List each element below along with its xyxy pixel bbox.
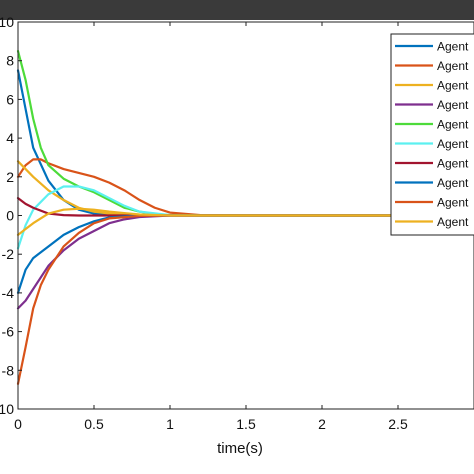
legend-items: Agent Agent Agent Agent Agent Agent Agent Agent… <box>395 40 469 229</box>
legend-label-9: Agent <box>437 196 469 210</box>
legend-label-3: Agent <box>437 79 469 93</box>
x-tick-label: 2.5 <box>388 416 408 432</box>
x-tick-label: 2 <box>318 416 326 432</box>
legend-label-6: Agent <box>437 137 469 151</box>
x-axis-label: time(s) <box>217 440 263 457</box>
x-tick-label: 0 <box>14 416 22 432</box>
legend: Agent Agent Agent Agent Agent Agent Agent Agent… <box>390 33 474 236</box>
y-tick-label: 8 <box>6 53 14 69</box>
x-tick-label: 0.5 <box>84 416 104 432</box>
x-tick-label: 1.5 <box>236 416 256 432</box>
y-tick-label: 6 <box>6 91 14 107</box>
legend-label-2: Agent <box>437 59 469 73</box>
y-tick-label: 4 <box>6 130 14 146</box>
y-tick-label: -10 <box>0 401 14 417</box>
legend-label-5: Agent <box>437 118 469 132</box>
series-line-10 <box>16 207 474 236</box>
y-tick-label: -4 <box>2 285 15 301</box>
y-tick-label: -2 <box>2 246 15 262</box>
y-tick-label: 2 <box>6 169 14 185</box>
ticks-layer: 0 0.5 1 1.5 2 2.5 -10 -8 -6 -4 -2 0 2 4 6 8 10 <box>0 14 408 432</box>
y-tick-label: -6 <box>2 324 15 340</box>
legend-label-10: Agent <box>437 215 469 229</box>
legend-label-8: Agent <box>437 176 469 190</box>
legend-label-7: Agent <box>437 157 469 171</box>
x-tick-label: 1 <box>166 416 174 432</box>
y-tick-label: 0 <box>6 208 14 224</box>
window-top-bar <box>0 0 474 20</box>
legend-label-4: Agent <box>437 98 469 112</box>
y-tick-label: -8 <box>2 362 15 378</box>
y-tick-label: 10 <box>0 14 14 30</box>
legend-label-1: Agent <box>437 40 469 54</box>
series-layer <box>16 49 474 385</box>
